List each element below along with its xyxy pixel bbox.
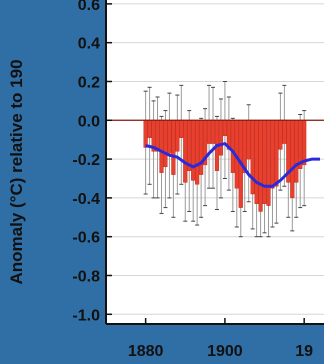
anomaly-bar [270, 120, 275, 189]
anomaly-bar [159, 120, 164, 173]
x-tick-labels: 1880 1900 19 [128, 318, 313, 360]
y-tick-label: -0.6 [72, 230, 100, 247]
anomaly-bar [222, 120, 227, 137]
anomaly-bar [262, 120, 267, 204]
y-tick-label: 0.6 [78, 0, 100, 14]
anomaly-bar [199, 120, 204, 175]
y-axis-label: Anomaly (°C) relative to 190 [7, 59, 26, 284]
anomaly-bar [167, 120, 172, 154]
anomaly-bar [290, 120, 295, 199]
anomaly-bar [191, 120, 196, 181]
y-tick-labels: 0.6 0.4 0.2 0.0 -0.2 -0.4 -0.6 -0.8 -1.0 [72, 0, 112, 324]
anomaly-bar [250, 120, 255, 195]
anomaly-bar [282, 120, 287, 144]
x-tick-label: 1880 [128, 343, 164, 360]
anomaly-bar [230, 120, 235, 173]
anomaly-bar [258, 120, 263, 212]
anomaly-bar [274, 120, 279, 187]
y-tick-label: -0.8 [72, 268, 100, 285]
y-tick-label: -0.2 [72, 152, 100, 169]
y-tick-label: 0.0 [78, 113, 100, 130]
x-tick-label: 1900 [207, 343, 243, 360]
anomaly-bar [143, 120, 148, 148]
anomaly-bar [155, 120, 160, 152]
anomaly-bar [302, 120, 307, 166]
y-tick-label: 0.2 [78, 74, 100, 91]
anomaly-bar [163, 120, 168, 168]
anomaly-bar [183, 120, 188, 183]
anomaly-bar [246, 120, 251, 160]
y-tick-label: -1.0 [72, 307, 100, 324]
x-tick-label: 19 [295, 343, 313, 360]
axes [105, 0, 324, 325]
anomaly-bar [206, 120, 212, 144]
anomaly-bar [179, 120, 184, 138]
anomaly-bar [294, 120, 299, 183]
anomaly-bar [218, 120, 224, 156]
anomaly-bar [171, 120, 176, 175]
anomaly-bar [147, 120, 152, 138]
anomaly-bar [210, 120, 216, 144]
anomaly-bar [175, 120, 180, 152]
anomaly-bar [195, 120, 200, 185]
anomaly-bar [266, 120, 271, 206]
anomaly-bar [254, 120, 259, 204]
y-tick-label: -0.4 [72, 191, 100, 208]
smoothed-anomaly-line [145, 141, 320, 188]
anomaly-bar [278, 120, 283, 150]
y-tick-label: 0.4 [78, 36, 100, 53]
